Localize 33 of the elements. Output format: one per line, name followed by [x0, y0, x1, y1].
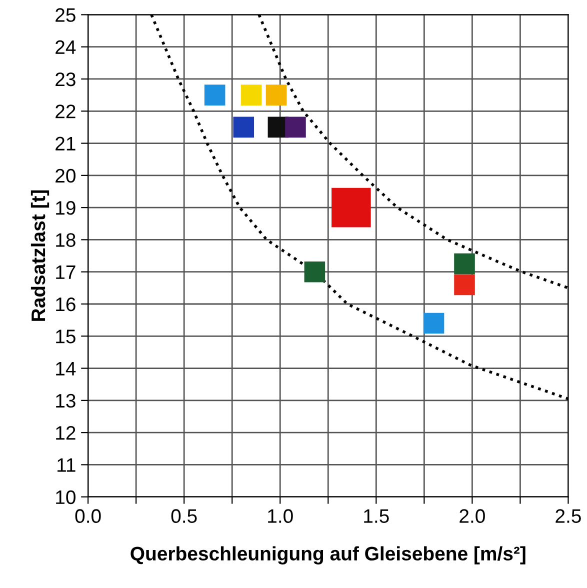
point	[304, 261, 326, 282]
y-tick-label: 10	[56, 490, 76, 504]
point	[204, 84, 226, 106]
y-tick-label: 16	[56, 297, 76, 312]
point	[240, 84, 262, 106]
point	[454, 274, 475, 296]
x-tick-label: 2.0	[460, 509, 485, 523]
y-tick-label: 23	[56, 72, 76, 86]
x-tick-label: 1.0	[268, 509, 293, 523]
y-tick-label: 13	[56, 394, 76, 408]
x-axis-title: Querbeschleunigung auf Gleisebene [m/s²]	[130, 546, 526, 564]
point	[423, 312, 444, 334]
x-tick-label: 1.5	[364, 509, 389, 523]
y-tick-label: 25	[56, 8, 76, 22]
point	[266, 84, 287, 106]
y-tick-label: 12	[56, 426, 76, 440]
x-tick-label: 2.5	[556, 509, 581, 523]
point	[285, 116, 306, 138]
y-tick-label: 17	[56, 266, 76, 279]
y-tick-label: 24	[56, 40, 76, 54]
x-tick-label: 0.0	[75, 509, 101, 523]
y-tick-label: 22	[56, 104, 76, 118]
y-tick-label: 15	[56, 330, 76, 344]
point	[454, 253, 475, 274]
y-tick-label: 21	[56, 136, 76, 150]
y-tick-label: 14	[56, 362, 76, 376]
y-tick-label: 18	[56, 233, 76, 247]
point	[233, 116, 254, 138]
x-tick-label: 0.5	[171, 509, 197, 523]
y-axis-title: Radsatzlast [t]	[30, 190, 50, 321]
y-tick-label: 11	[58, 458, 76, 472]
y-tick-label: 20	[56, 168, 76, 183]
y-tick-label: 19	[56, 201, 76, 215]
